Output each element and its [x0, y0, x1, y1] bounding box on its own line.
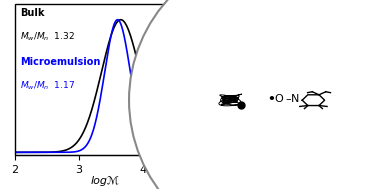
- Text: Microemulsion: Microemulsion: [20, 57, 101, 67]
- Ellipse shape: [129, 0, 374, 189]
- Text: O: O: [274, 94, 283, 104]
- X-axis label: logℳ: logℳ: [90, 176, 119, 186]
- Text: N: N: [291, 94, 300, 104]
- Text: –: –: [285, 94, 291, 104]
- Text: $M_w/M_n$  1.32: $M_w/M_n$ 1.32: [20, 31, 75, 43]
- Text: Bulk: Bulk: [20, 8, 45, 18]
- Text: $M_w/M_n$  1.17: $M_w/M_n$ 1.17: [20, 79, 76, 92]
- Text: •: •: [267, 93, 275, 106]
